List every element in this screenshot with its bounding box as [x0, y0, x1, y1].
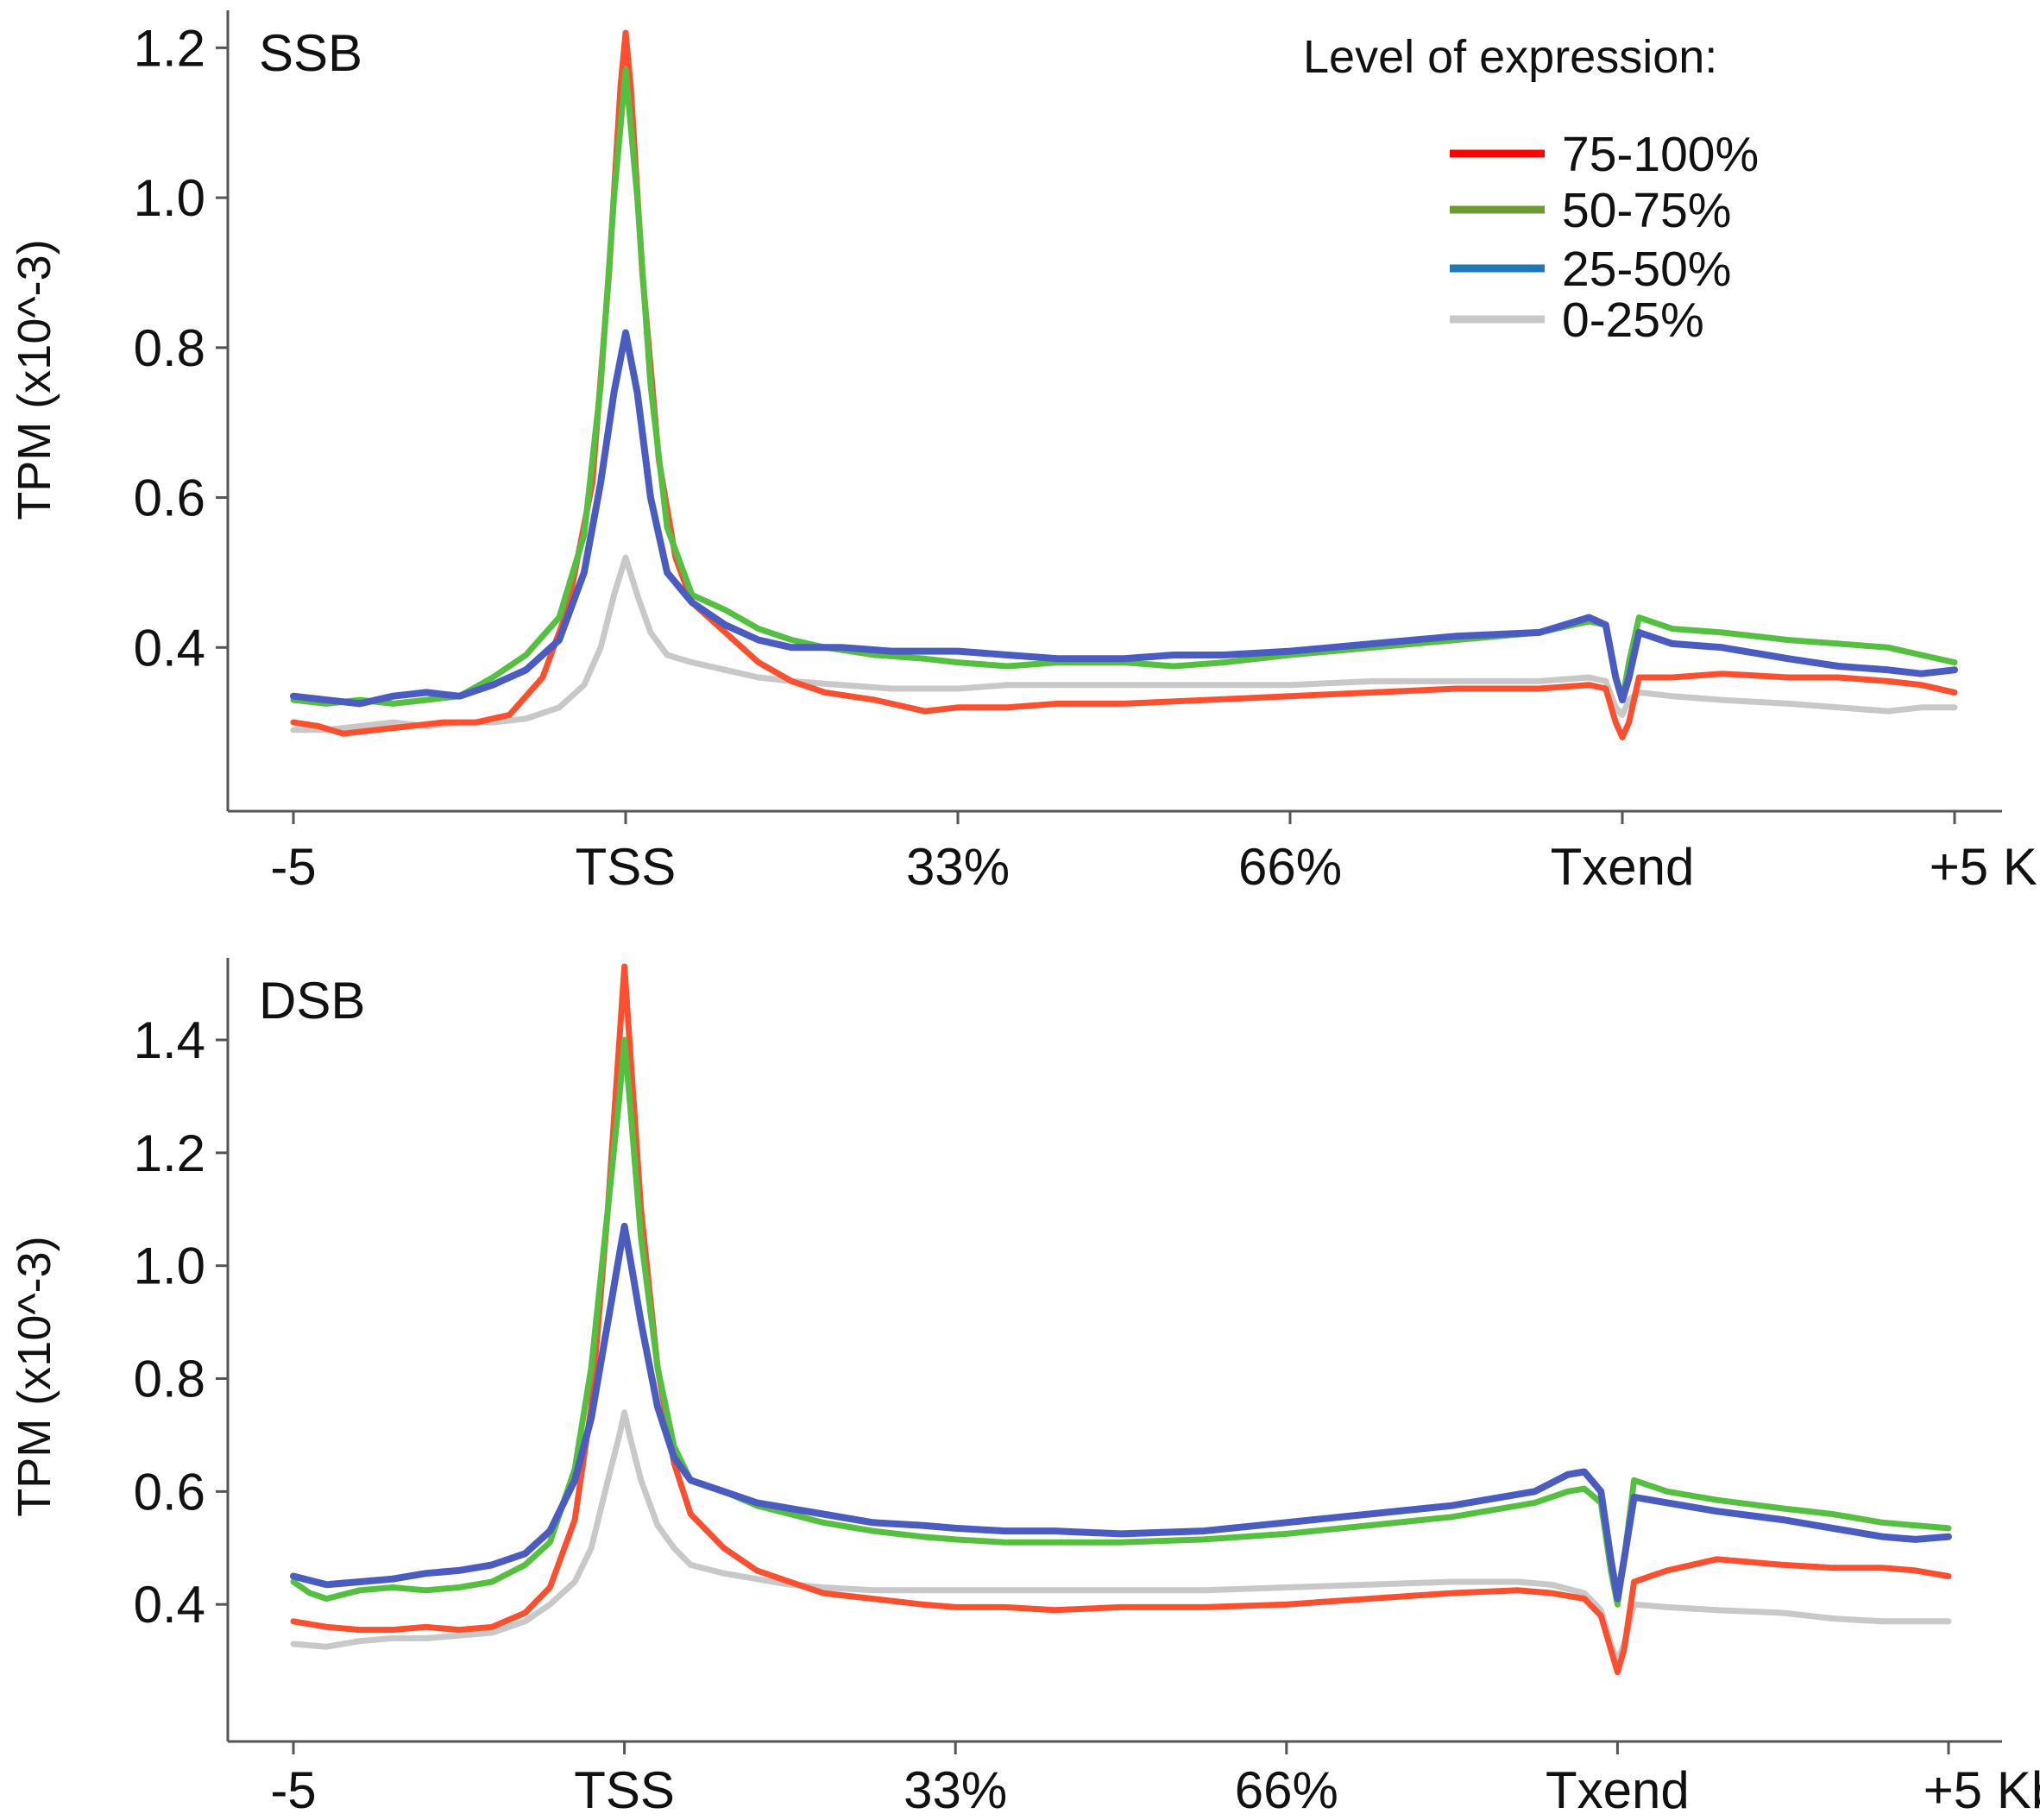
ssb-y-tick-label: 1.2: [134, 19, 205, 77]
dsb-y-tick-label: 1.2: [134, 1124, 205, 1182]
legend-label-75-100: 75-100%: [1562, 127, 1759, 182]
ssb-x-tick-label: 33%: [906, 838, 1010, 896]
legend-entry: 25-50%: [1450, 242, 1731, 297]
ssb-x-tick-label: -5: [270, 838, 316, 896]
ssb-x-tick-label: 66%: [1238, 838, 1342, 896]
dsb-series-75-100: [290, 963, 1952, 1676]
legend-label-50-75: 50-75%: [1562, 183, 1731, 238]
ssb-y-tick-label: 0.6: [134, 469, 205, 527]
legend-entry: 50-75%: [1450, 183, 1731, 238]
dsb-y-tick-label: 0.8: [134, 1351, 205, 1408]
dsb-y-tick-label: 1.4: [134, 1011, 205, 1069]
dsb-x-tick-label: +5 Kb: [1924, 1761, 2040, 1819]
dsb-x-tick-label: TSS: [574, 1761, 675, 1819]
legend: Level of expression: 75-100% 50-75% 25-5…: [1303, 31, 1759, 348]
ssb-x-tick-label: Txend: [1551, 838, 1695, 896]
legend-label-25-50: 25-50%: [1562, 242, 1731, 297]
panel-ssb: 0.4 0.6 0.8 1.0 1.2 -5 TSS 33% 66% Txend +5 Kb SS…: [9, 10, 2040, 896]
dsb-x-ticks: -5 TSS 33% 66% Txend +5 Kb: [270, 1741, 2040, 1819]
dsb-x-tick-label: 66%: [1235, 1761, 1338, 1819]
ssb-y-ticks: 0.4 0.6 0.8 1.0 1.2: [134, 19, 228, 677]
legend-entry: 0-25%: [1450, 293, 1704, 348]
legend-entry: 75-100%: [1450, 127, 1759, 182]
ssb-y-tick-label: 1.0: [134, 169, 205, 227]
ssb-series: [290, 29, 1958, 740]
panel-dsb: 0.4 0.6 0.8 1.0 1.2 1.4 -5 TSS 33% 66% Txend +5 Kb…: [9, 958, 2040, 1819]
legend-title: Level of expression:: [1303, 31, 1717, 83]
ssb-x-tick-label: TSS: [576, 838, 677, 896]
ssb-series-75-100: [290, 29, 1958, 740]
dsb-x-tick-label: -5: [270, 1761, 316, 1819]
dsb-x-tick-label: 33%: [904, 1761, 1007, 1819]
dsb-y-tick-label: 0.4: [134, 1576, 205, 1634]
dsb-x-tick-label: Txend: [1546, 1761, 1690, 1819]
ssb-y-axis-title: TPM (x10^-3): [9, 239, 60, 520]
ssb-y-tick-label: 0.4: [134, 619, 205, 677]
legend-label-0-25: 0-25%: [1562, 293, 1704, 348]
ssb-x-tick-label: +5 Kb: [1930, 838, 2040, 896]
dsb-y-tick-label: 1.0: [134, 1237, 205, 1295]
ssb-panel-label: SSB: [259, 24, 362, 82]
dsb-y-axis-title: TPM (x10^-3): [9, 1236, 60, 1516]
dsb-series-50-75: [290, 1036, 1952, 1608]
ssb-series-25-50: [290, 329, 1958, 708]
dsb-series-25-50: [290, 1222, 1952, 1603]
dsb-y-ticks: 0.4 0.6 0.8 1.0 1.2 1.4: [134, 1011, 228, 1634]
ssb-x-ticks: -5 TSS 33% 66% Txend +5 Kb: [270, 811, 2040, 896]
ssb-y-tick-label: 0.8: [134, 319, 205, 377]
dsb-panel-label: DSB: [259, 972, 365, 1030]
dsb-y-tick-label: 0.6: [134, 1463, 205, 1521]
dsb-series: [290, 963, 1952, 1676]
